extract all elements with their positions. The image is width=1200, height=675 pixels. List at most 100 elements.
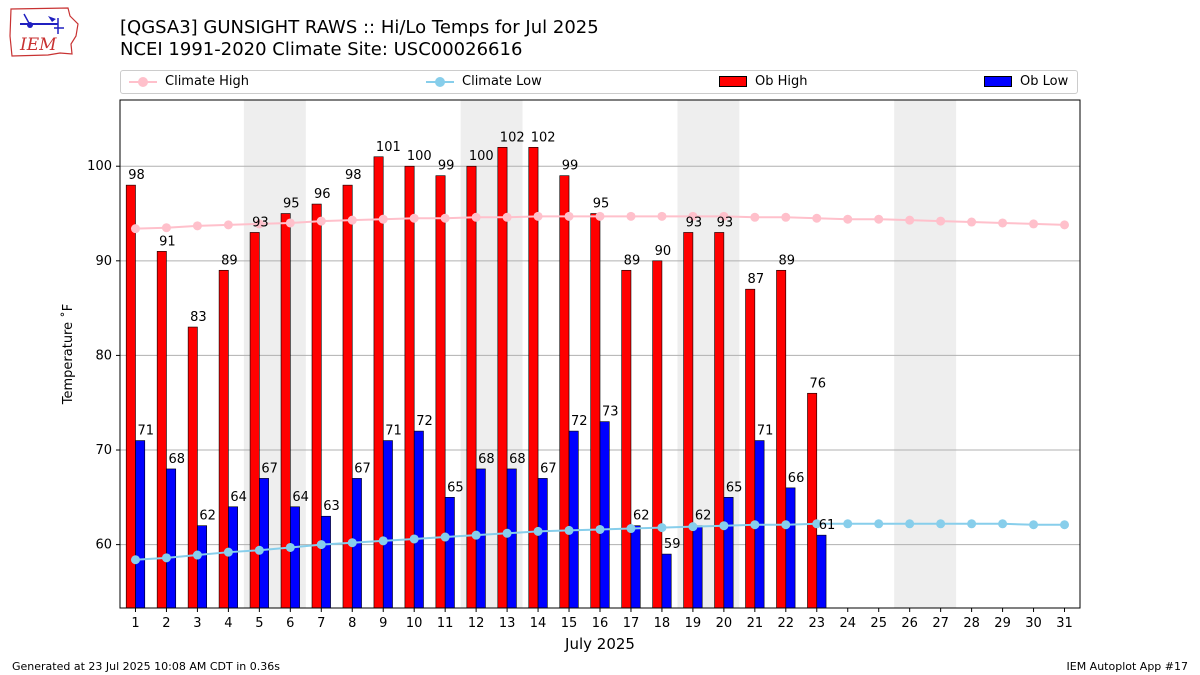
ob-high-bar <box>621 269 632 609</box>
ob-high-bar <box>652 260 663 609</box>
climate-high-point <box>781 212 791 222</box>
climate-high-point <box>254 219 264 229</box>
ob-high-label: 89 <box>221 253 238 268</box>
ob-low-label: 61 <box>819 518 836 533</box>
legend-label: Climate High <box>165 74 250 89</box>
climate-low-point <box>812 519 822 529</box>
ob-high-label: 89 <box>779 253 796 268</box>
ob-low-label: 68 <box>478 452 495 467</box>
x-tick-label: 13 <box>499 616 516 631</box>
ob-low-bar <box>537 478 548 609</box>
x-tick-label: 9 <box>379 616 387 631</box>
climate-low-point <box>936 519 946 529</box>
ob-high-bar <box>776 269 787 609</box>
ob-low-label: 64 <box>230 490 247 505</box>
climate-high-point <box>719 211 729 221</box>
ob-high-label: 96 <box>314 187 331 202</box>
climate-high-point <box>440 213 450 223</box>
ob-low-bar <box>506 468 517 609</box>
legend-label: Ob High <box>755 74 808 89</box>
ob-low-bar <box>228 506 238 609</box>
y-tick-label: 60 <box>95 538 112 553</box>
climate-low-point <box>719 521 729 531</box>
x-tick-label: 16 <box>592 616 609 631</box>
climate-high-point <box>161 223 171 233</box>
climate-low-point <box>905 519 915 529</box>
climate-low-point <box>998 519 1008 529</box>
climate-low-point <box>967 519 977 529</box>
ob-high-bar <box>125 184 136 609</box>
climate-low-point <box>781 520 791 530</box>
ob-low-label: 67 <box>540 461 557 476</box>
climate-low-point <box>316 540 326 550</box>
ob-low-label: 68 <box>509 452 526 467</box>
ob-low-bar <box>661 553 672 609</box>
x-tick-label: 27 <box>932 616 949 631</box>
climate-high-point <box>316 216 326 226</box>
climate-high-point <box>1029 219 1039 229</box>
ob-low-label: 64 <box>292 490 309 505</box>
ob-high-label: 100 <box>469 149 494 164</box>
climate-low-point <box>595 524 605 534</box>
ob-low-bar <box>723 497 734 609</box>
x-tick-label: 29 <box>994 616 1011 631</box>
ob-high-bar <box>807 392 818 609</box>
ob-high-label: 83 <box>190 310 207 325</box>
climate-high-point <box>471 212 481 222</box>
climate-low-point <box>874 519 884 529</box>
y-axis-label: Temperature ˚F <box>60 304 76 405</box>
climate-high-point <box>626 211 636 221</box>
climate-high-point <box>688 211 698 221</box>
x-tick-label: 11 <box>437 616 454 631</box>
x-tick-label: 31 <box>1056 616 1073 631</box>
ob-low-label: 71 <box>385 424 402 439</box>
y-tick-label: 100 <box>87 159 112 174</box>
x-tick-label: 4 <box>224 616 232 631</box>
legend-label: Ob Low <box>1020 74 1069 89</box>
ob-low-label: 66 <box>788 471 805 486</box>
x-tick-label: 12 <box>468 616 485 631</box>
x-tick-label: 8 <box>348 616 356 631</box>
ob-high-label: 95 <box>283 197 300 212</box>
ob-high-label: 90 <box>655 244 672 259</box>
ob-low-label: 67 <box>354 461 371 476</box>
chart-legend: Climate High Climate Low Ob High Ob Low <box>120 70 1078 94</box>
climate-high-point <box>409 213 419 223</box>
ob-low-bar <box>444 497 455 609</box>
ob-low-bar <box>166 468 177 609</box>
weekend-shade <box>894 100 957 608</box>
climate-low-point <box>657 523 667 533</box>
x-tick-label: 15 <box>561 616 578 631</box>
ob-low-label: 63 <box>323 499 340 514</box>
climate-high-point <box>502 212 512 222</box>
x-tick-label: 24 <box>839 616 856 631</box>
ob-high-label: 89 <box>624 253 641 268</box>
ob-low-bar <box>816 534 827 609</box>
ob-high-bar <box>435 175 446 609</box>
climate-low-point <box>223 547 233 557</box>
x-tick-label: 23 <box>809 616 826 631</box>
x-tick-label: 2 <box>162 616 170 631</box>
iem-logo: IEM <box>8 6 82 60</box>
climate-high-point <box>936 216 946 226</box>
ob-low-label: 72 <box>416 414 433 429</box>
logo-text: IEM <box>19 35 57 55</box>
climate-high-point <box>533 211 543 221</box>
legend-climate-high-marker <box>138 77 148 87</box>
climate-low-point <box>1060 520 1070 530</box>
climate-low-point <box>192 550 202 560</box>
ob-low-label: 59 <box>664 537 681 552</box>
x-tick-label: 6 <box>286 616 294 631</box>
x-tick-label: 7 <box>317 616 325 631</box>
ob-low-label: 62 <box>633 509 650 524</box>
climate-high-point <box>1060 220 1070 230</box>
x-tick-label: 3 <box>193 616 201 631</box>
ob-low-bar <box>630 525 641 609</box>
ob-high-bar <box>683 232 694 609</box>
x-tick-label: 1 <box>131 616 139 631</box>
ob-high-bar <box>745 288 756 609</box>
ob-low-bar <box>320 515 331 609</box>
x-axis-label: July 2025 <box>564 635 635 653</box>
ob-high-label: 91 <box>159 234 176 249</box>
